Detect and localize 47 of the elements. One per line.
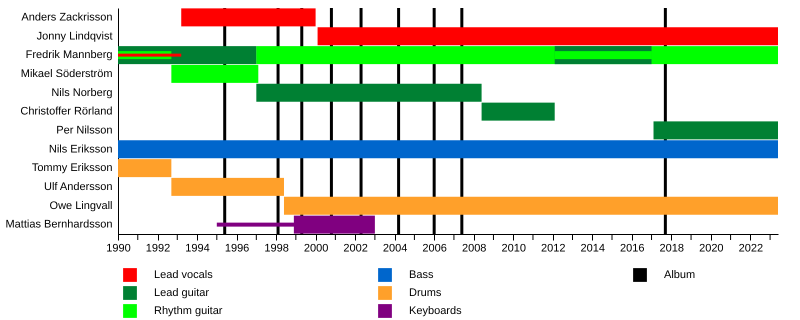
bar: [482, 102, 555, 121]
x-tick-label: 2014: [580, 242, 605, 254]
x-tick-label: 2000: [304, 242, 328, 254]
x-tick-label: 2010: [501, 242, 526, 254]
x-tick-label: 1996: [224, 242, 250, 254]
bar: [256, 84, 482, 102]
bar: [118, 159, 172, 178]
y-tick-label: Nils Norberg: [51, 86, 112, 99]
x-tick-label: 2008: [462, 242, 486, 254]
legend-label: Album: [664, 269, 696, 281]
y-tick-label: Mattias Bernhardsson: [6, 218, 112, 231]
x-tick-label: 2004: [382, 242, 408, 254]
y-tick-label: Nils Eriksson: [48, 143, 112, 156]
x-tick-label: 2018: [660, 242, 684, 254]
legend-label: Drums: [409, 287, 442, 299]
legend-label: Lead guitar: [154, 287, 210, 299]
y-tick-label: Fredrik Mannberg: [26, 49, 112, 62]
bar: [118, 140, 778, 158]
y-tick-label: Mikael Söderström: [20, 68, 112, 80]
bar: [318, 27, 778, 46]
y-tick-label: Per Nilsson: [56, 124, 112, 136]
y-tick-label: Christoffer Rörland: [20, 106, 112, 118]
x-tick-label: 2012: [540, 242, 566, 254]
bar: [284, 196, 778, 215]
x-tick-label: 2002: [343, 242, 368, 254]
bar: [554, 51, 652, 60]
legend-label: Rhythm guitar: [154, 305, 223, 317]
bar: [181, 8, 316, 26]
x-tick-label: 1994: [185, 242, 210, 254]
legend-label: Keyboards: [409, 305, 462, 317]
bar: [118, 54, 182, 57]
x-tick-label: 1998: [264, 242, 289, 254]
bar: [171, 178, 284, 196]
x-tick-label: 2016: [620, 242, 645, 254]
bar: [654, 121, 778, 140]
legend-label: Bass: [409, 269, 434, 281]
y-tick-label: Anders Zackrisson: [21, 11, 112, 24]
x-tick-label: 2020: [699, 242, 724, 254]
x-tick-label: 1992: [146, 242, 170, 254]
x-tick-label: 2006: [422, 242, 447, 254]
legend-label: Lead vocals: [154, 269, 214, 281]
y-tick-label: Ulf Andersson: [44, 180, 112, 193]
x-tick-label: 2022: [738, 242, 764, 254]
y-tick-label: Jonny Lindqvist: [36, 30, 112, 42]
y-tick-label: Tommy Eriksson: [32, 162, 112, 174]
y-tick-label: Owe Lingvall: [50, 200, 112, 212]
x-tick-label: 1990: [106, 242, 131, 254]
